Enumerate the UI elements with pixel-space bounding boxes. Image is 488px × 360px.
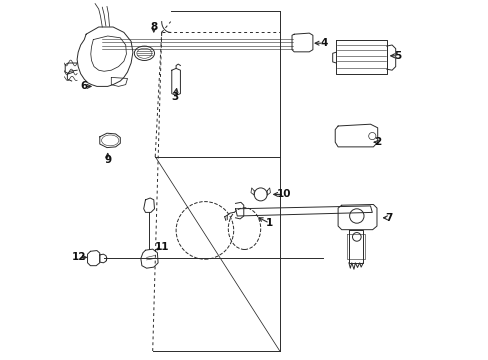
Text: 2: 2 [373, 137, 381, 147]
Text: 8: 8 [150, 22, 157, 32]
Text: 3: 3 [171, 92, 179, 102]
Text: 6: 6 [81, 81, 88, 91]
Text: 12: 12 [72, 252, 86, 262]
Text: 7: 7 [384, 213, 391, 223]
Text: 10: 10 [276, 189, 291, 199]
Text: 11: 11 [154, 242, 169, 252]
Text: 9: 9 [104, 155, 111, 165]
Text: 5: 5 [393, 51, 400, 61]
Text: 4: 4 [319, 38, 327, 48]
Text: 1: 1 [265, 218, 273, 228]
